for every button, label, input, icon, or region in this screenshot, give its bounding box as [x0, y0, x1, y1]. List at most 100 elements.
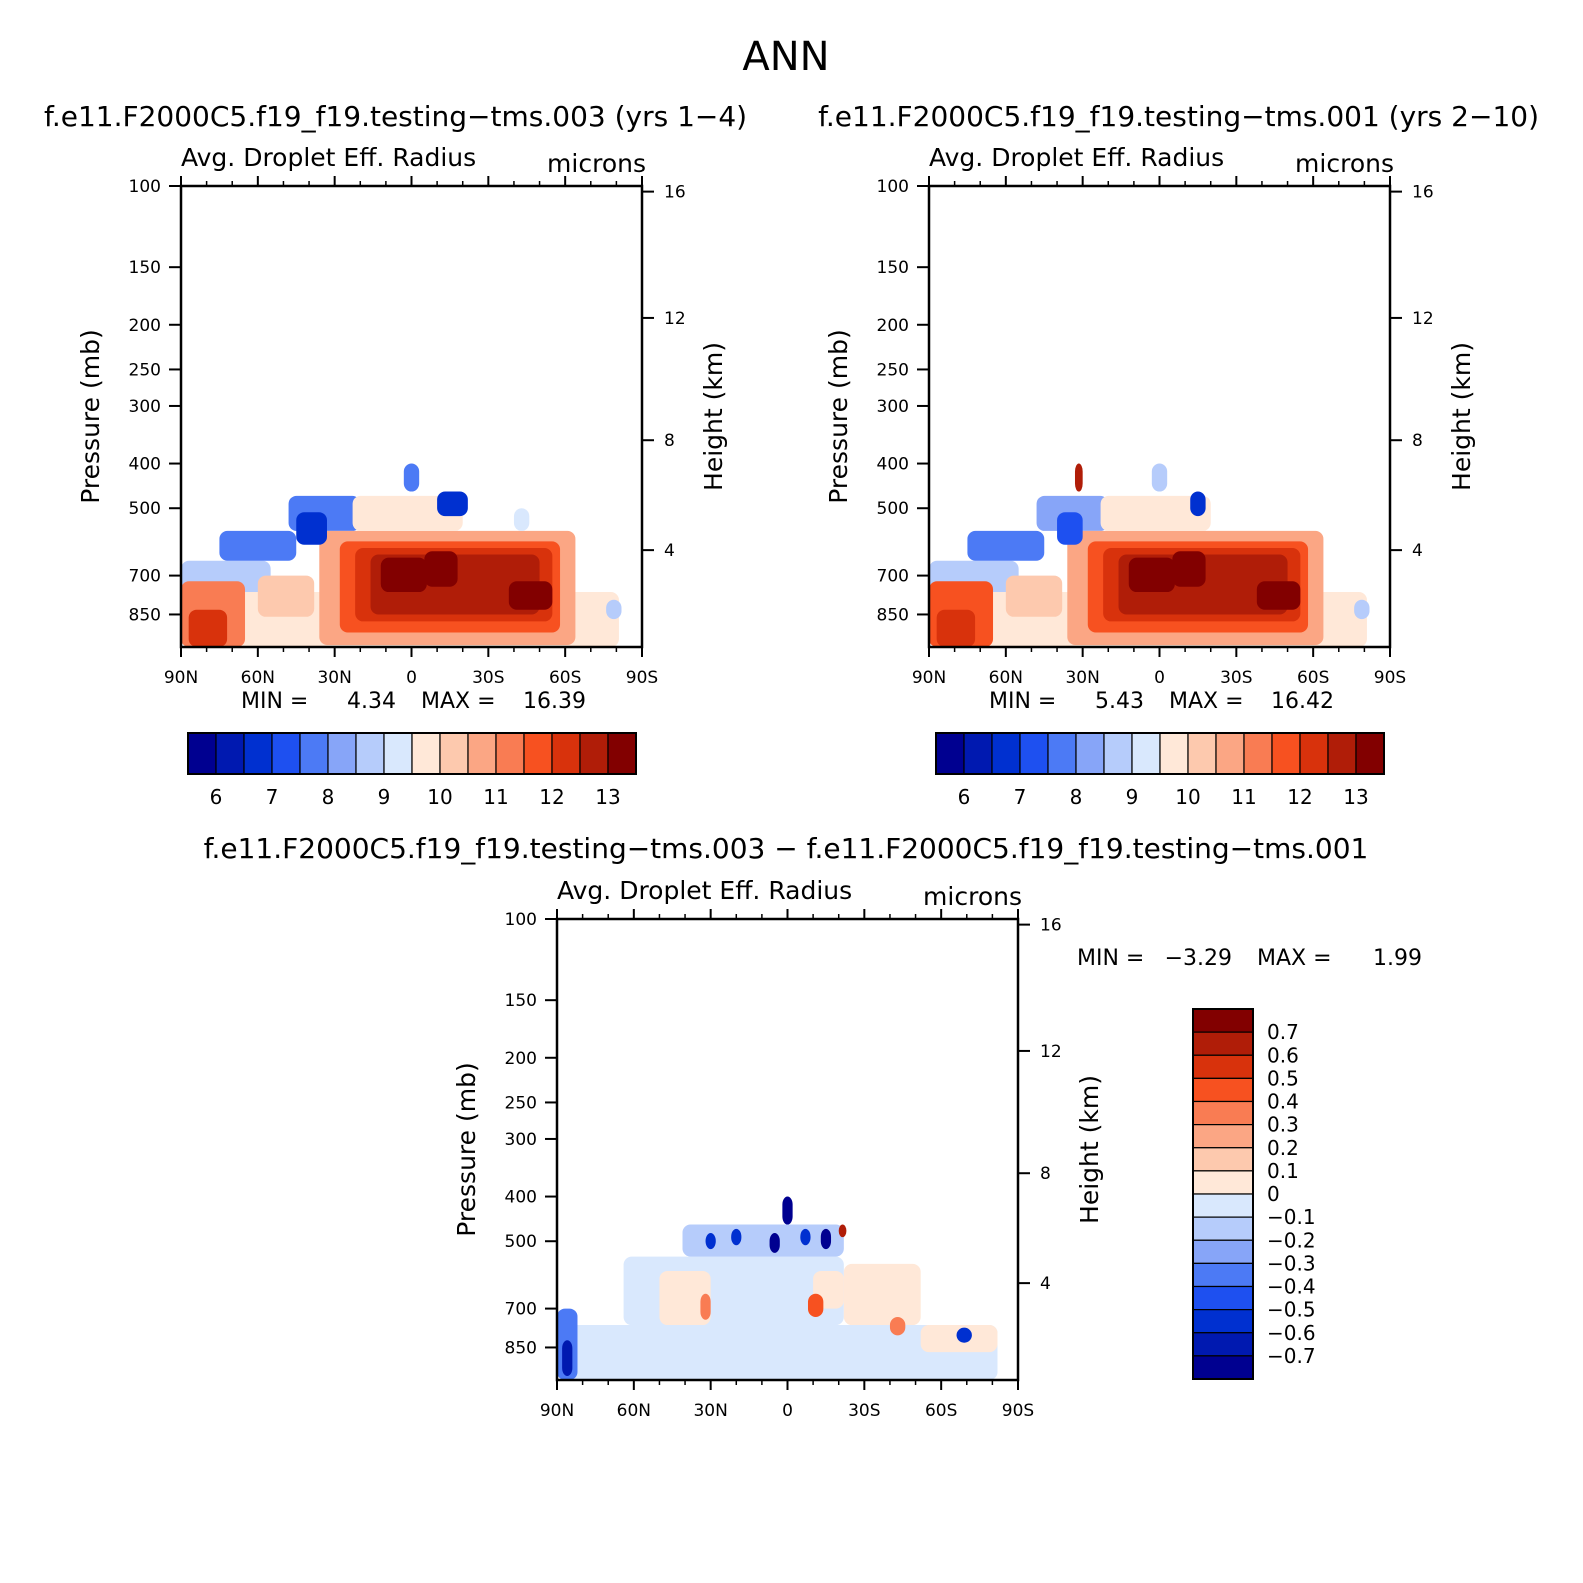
y-tick-label: 850 [505, 1338, 537, 1358]
colorbar-label: 0.1 [1267, 1159, 1299, 1183]
contour-cell [838, 1224, 847, 1238]
y-tick-label: 500 [505, 1232, 537, 1252]
colorbar-label: 8 [322, 785, 335, 809]
x-tick-label: 60S [925, 1401, 957, 1421]
colorbar-label: −0.4 [1267, 1275, 1316, 1299]
colorbar-box [963, 732, 993, 775]
colorbar-box [1047, 732, 1077, 775]
colorbar-label: −0.5 [1267, 1298, 1316, 1322]
x-tick-label: 30S [1220, 668, 1252, 688]
colorbar-label: 13 [1343, 785, 1368, 809]
y-axis-title: Pressure (mb) [824, 329, 853, 503]
y-tick-label: 250 [129, 360, 161, 380]
panel-difference-title: f.e11.F2000C5.f19_f19.testing−tms.003 − … [204, 832, 1369, 865]
contour-cell [508, 581, 553, 610]
contour-cell [380, 557, 427, 593]
contour-cell [557, 1325, 998, 1380]
colorbar-box [1327, 732, 1357, 775]
contour-cell [352, 495, 463, 531]
colorbar-box [1299, 732, 1329, 775]
x-tick-label: 0 [1154, 668, 1165, 688]
colorbar-label: 10 [427, 785, 452, 809]
contour-cell [800, 1228, 811, 1246]
x-tick-label: 90S [1002, 1401, 1034, 1421]
colorbar-label: 10 [1175, 785, 1200, 809]
x-tick-label: 90N [540, 1401, 574, 1421]
contour-cell [1151, 463, 1168, 492]
y-tick-label: 850 [877, 605, 909, 625]
colorbar-label: 13 [595, 785, 620, 809]
colorbar-label: 6 [958, 785, 971, 809]
y-tick-label: 100 [129, 177, 161, 197]
x-tick-label: 30S [472, 668, 504, 688]
colorbar-box [1192, 1193, 1254, 1218]
y-tick-label: 300 [505, 1130, 537, 1150]
units-label: microns [547, 149, 646, 178]
contour-cell [936, 609, 976, 647]
y-tick-label: 400 [505, 1188, 537, 1208]
colorbar-box [495, 732, 525, 775]
contour-cell [437, 491, 468, 517]
colorbar-label: 11 [483, 785, 508, 809]
variable-label: Avg. Droplet Eff. Radius [929, 143, 1224, 172]
min-value: −3.29 [1165, 946, 1232, 971]
x-tick-label: 30N [693, 1401, 727, 1421]
y-tick-label: 200 [129, 316, 161, 336]
colorbar-label: 9 [1126, 785, 1139, 809]
contour-field [929, 463, 1370, 647]
colorbar-label: 11 [1231, 785, 1256, 809]
colorbar-box [411, 732, 441, 775]
colorbar-box [271, 732, 301, 775]
y-tick-label: 700 [877, 567, 909, 587]
y-right-tick-label: 8 [1040, 1164, 1051, 1184]
y-tick-label: 200 [505, 1049, 537, 1069]
panel-difference: Avg. Droplet Eff. Radius microns 90N 60N 30N… [452, 876, 1422, 1421]
variable-label: Avg. Droplet Eff. Radius [181, 143, 476, 172]
contour-cell [606, 599, 622, 620]
y-tick-label: 150 [877, 258, 909, 278]
colorbar-box [1075, 732, 1105, 775]
x-tick-label: 0 [406, 668, 417, 688]
contour-field [557, 1196, 998, 1380]
contour-cell [807, 1293, 824, 1317]
panel-test-title: f.e11.F2000C5.f19_f19.testing−tms.003 (y… [44, 100, 747, 133]
y-right-tick-label: 8 [664, 431, 675, 451]
y-tick-label: 850 [129, 605, 161, 625]
colorbar-box [551, 732, 581, 775]
colorbar-box [383, 732, 413, 775]
y-tick-label: 200 [877, 316, 909, 336]
colorbar-label: −0.7 [1267, 1344, 1316, 1368]
colorbar-label: 0.5 [1267, 1066, 1299, 1090]
contour-cell [1190, 491, 1206, 517]
y-right-tick-label: 16 [1040, 916, 1062, 936]
max-value: 16.42 [1271, 689, 1334, 714]
max-value: 1.99 [1373, 946, 1422, 971]
colorbar-box [1192, 1170, 1254, 1195]
colorbar-box [1159, 732, 1189, 775]
contour-cell [257, 575, 315, 617]
contour-cell [513, 508, 530, 531]
x-tick-label: 30N [317, 668, 351, 688]
contour-cell [1128, 557, 1175, 593]
y-tick-label: 250 [877, 360, 909, 380]
y-right-axis-title: Height (km) [1075, 1075, 1104, 1224]
x-tick-label: 0 [782, 1401, 793, 1421]
y-tick-label: 400 [129, 455, 161, 475]
y-right-tick-label: 16 [1412, 183, 1434, 203]
colorbar-label: 9 [378, 785, 391, 809]
colorbar-label: 6 [210, 785, 223, 809]
colorbar-box [1192, 1031, 1254, 1056]
y-axis-title: Pressure (mb) [76, 329, 105, 503]
contour-cell [219, 530, 297, 561]
colorbar-box [1243, 732, 1273, 775]
panel-control-title: f.e11.F2000C5.f19_f19.testing−tms.001 (y… [818, 100, 1539, 133]
y-tick-label: 500 [877, 499, 909, 519]
y-tick-label: 100 [505, 910, 537, 930]
variable-label: Avg. Droplet Eff. Radius [557, 876, 852, 905]
panel-test: Avg. Droplet Eff. Radius microns 90N 60N 30N… [76, 143, 728, 809]
colorbar-box [1192, 1239, 1254, 1264]
contour-cell [1005, 575, 1063, 617]
colorbar-box [439, 732, 469, 775]
colorbar-label: −0.6 [1267, 1321, 1316, 1345]
